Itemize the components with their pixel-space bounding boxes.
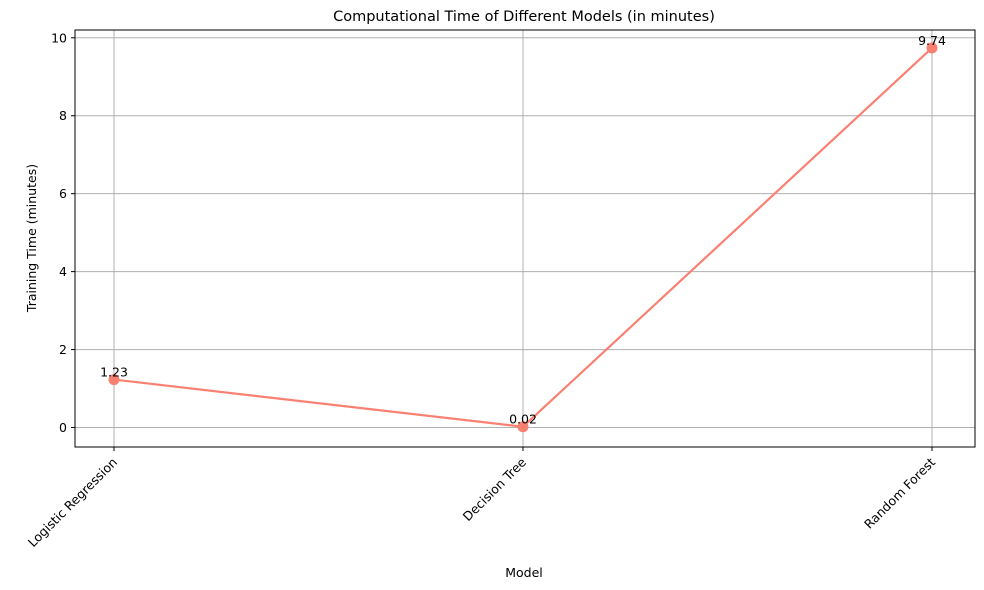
plot-frame <box>74 29 976 448</box>
x-axis-label: Model <box>505 565 543 580</box>
y-tick-label: 10 <box>51 30 67 45</box>
y-tick-label: 0 <box>59 420 67 435</box>
chart-title: Computational Time of Different Models (… <box>333 9 715 25</box>
data-label: 0.02 <box>509 412 537 427</box>
y-tick-label: 8 <box>59 108 67 123</box>
data-point-marker <box>926 42 938 54</box>
axes <box>71 29 976 451</box>
data-point-marker <box>517 421 529 433</box>
y-tick-label: 2 <box>59 342 67 357</box>
series <box>108 42 938 433</box>
data-point-marker <box>108 374 120 386</box>
y-tick-label: 4 <box>59 264 67 279</box>
y-tick-label: 6 <box>59 186 67 201</box>
y-axis-label: Training Time (minutes) <box>24 164 39 313</box>
data-labels: 1.23 0.02 9.74 <box>100 33 946 427</box>
grid-lines <box>75 30 975 447</box>
data-label: 1.23 <box>100 365 128 380</box>
data-label: 9.74 <box>918 33 946 48</box>
